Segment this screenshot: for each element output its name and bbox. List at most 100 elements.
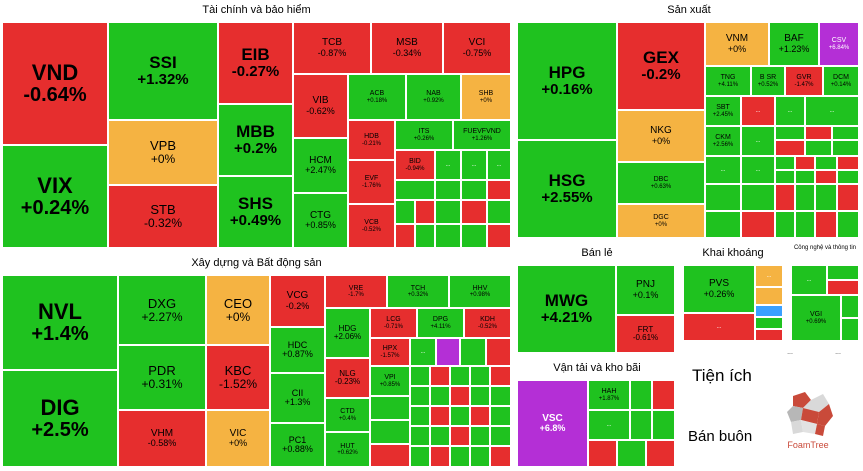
fin-mini[interactable] xyxy=(461,180,487,200)
tile-tech-more-1[interactable]: ... xyxy=(791,265,827,295)
cons-mini[interactable] xyxy=(430,446,450,467)
cons-mini[interactable] xyxy=(370,444,410,467)
prod-mini[interactable] xyxy=(832,126,859,140)
tile-fuevfvnd[interactable]: FUEVFVND +1.26% xyxy=(453,120,511,150)
prod-mini[interactable] xyxy=(741,184,775,211)
cons-mini[interactable] xyxy=(450,446,470,467)
transport-mini[interactable] xyxy=(588,440,617,467)
tile-vhm[interactable]: VHM -0.58% xyxy=(118,410,206,467)
tile-fin-more-2[interactable]: ... xyxy=(461,150,487,180)
fin-mini[interactable] xyxy=(461,224,487,248)
tile-nab[interactable]: NAB +0.92% xyxy=(406,74,461,120)
tile-lcg[interactable]: LCG -0.71% xyxy=(370,308,417,338)
cons-mini[interactable] xyxy=(450,366,470,386)
cons-mini[interactable] xyxy=(490,446,511,467)
cons-mini[interactable] xyxy=(470,406,490,426)
prod-mini[interactable] xyxy=(795,156,815,170)
tile-pdr[interactable]: PDR +0.31% xyxy=(118,345,206,410)
cons-mini[interactable] xyxy=(490,406,511,426)
fin-mini[interactable] xyxy=(415,224,435,248)
tile-hpg[interactable]: HPG +0.16% xyxy=(517,22,617,140)
tile-vnm[interactable]: VNM +0% xyxy=(705,22,769,66)
tile-fin-more-3[interactable]: ... xyxy=(487,150,511,180)
tile-ctd[interactable]: CTD +0.4% xyxy=(325,398,370,432)
tile-vgi[interactable]: VGI +0.69% xyxy=(791,295,841,341)
cons-mini[interactable] xyxy=(470,426,490,446)
prod-mini[interactable] xyxy=(837,170,859,184)
fin-mini[interactable] xyxy=(487,200,511,224)
tile-tch[interactable]: TCH +0.32% xyxy=(387,275,449,308)
tile-fin-more-1[interactable]: ... xyxy=(435,150,461,180)
fin-mini[interactable] xyxy=(461,200,487,224)
tile-dpg[interactable]: DPG +4.11% xyxy=(417,308,464,338)
tile-cii[interactable]: CII +1.3% xyxy=(270,373,325,423)
prod-mini[interactable] xyxy=(837,184,859,211)
tech-mini[interactable] xyxy=(827,265,859,280)
prod-mini[interactable] xyxy=(815,211,837,238)
tile-bid[interactable]: BID -0.94% xyxy=(395,150,435,180)
tile-frt[interactable]: FRT -0.61% xyxy=(616,315,675,353)
transport-mini[interactable] xyxy=(652,380,675,410)
prod-mini[interactable] xyxy=(775,184,795,211)
fin-mini[interactable] xyxy=(435,180,461,200)
tile-tng[interactable]: TNG +4.11% xyxy=(705,66,751,96)
transport-mini[interactable] xyxy=(617,440,646,467)
tile-ckm[interactable]: CKM +2.56% xyxy=(705,126,741,156)
prod-mini[interactable] xyxy=(705,184,741,211)
tile-dxg[interactable]: DXG +2.27% xyxy=(118,275,206,345)
tile-nkg[interactable]: NKG +0% xyxy=(617,110,705,162)
tile-dcm[interactable]: DCM +0.14% xyxy=(823,66,859,96)
tile-vcb[interactable]: VCB -0.52% xyxy=(348,204,395,248)
cons-mini[interactable] xyxy=(410,426,430,446)
tile-hdg[interactable]: HDG +2.06% xyxy=(325,308,370,358)
tile-gex[interactable]: GEX -0.2% xyxy=(617,22,705,110)
fin-mini[interactable] xyxy=(435,200,461,224)
prod-mini[interactable] xyxy=(815,170,837,184)
transport-mini[interactable] xyxy=(630,410,652,440)
prod-mini[interactable] xyxy=(837,156,859,170)
prod-mini[interactable] xyxy=(805,126,832,140)
tile-evf[interactable]: EVF -1.76% xyxy=(348,160,395,204)
tile-vci[interactable]: VCI -0.75% xyxy=(443,22,511,74)
fin-mini[interactable] xyxy=(395,200,415,224)
prod-mini[interactable] xyxy=(775,211,795,238)
tile-nlg[interactable]: NLG -0.23% xyxy=(325,358,370,398)
tile-stb[interactable]: STB -0.32% xyxy=(108,185,218,248)
tile-gvr[interactable]: GVR -1.47% xyxy=(785,66,823,96)
tile-shs[interactable]: SHS +0.49% xyxy=(218,176,293,248)
cons-mini[interactable] xyxy=(430,386,450,406)
fin-mini[interactable] xyxy=(395,180,435,200)
tile-its[interactable]: ITS +0.26% xyxy=(395,120,453,150)
tile-vib[interactable]: VIB -0.62% xyxy=(293,74,348,138)
cons-mini[interactable] xyxy=(460,338,486,366)
tile-acb[interactable]: ACB +0.18% xyxy=(348,74,406,120)
prod-mini[interactable] xyxy=(795,184,815,211)
prod-mini[interactable] xyxy=(805,140,832,156)
section-title-wholesale[interactable]: Bán buôn xyxy=(688,428,753,445)
fin-mini[interactable] xyxy=(415,200,435,224)
tile-shb[interactable]: SHB +0% xyxy=(461,74,511,120)
tile-kbc[interactable]: KBC -1.52% xyxy=(206,345,270,410)
cons-mini[interactable] xyxy=(430,426,450,446)
cons-mini[interactable] xyxy=(490,386,511,406)
tile-dig[interactable]: DIG +2.5% xyxy=(2,370,118,467)
cons-mini[interactable] xyxy=(430,406,450,426)
fin-mini[interactable] xyxy=(435,224,461,248)
cons-mini[interactable] xyxy=(470,366,490,386)
tile-ceo[interactable]: CEO +0% xyxy=(206,275,270,345)
tile-kdh[interactable]: KDH -0.52% xyxy=(464,308,511,338)
tech-mini[interactable] xyxy=(841,318,859,341)
prod-mini[interactable] xyxy=(795,211,815,238)
tile-hah[interactable]: HAH +1.87% xyxy=(588,380,630,410)
tile-vsc[interactable]: VSC +6.8% xyxy=(517,380,588,467)
tile-mining-more-2[interactable]: ... xyxy=(755,265,783,287)
tile-prod-more-3[interactable]: ... xyxy=(805,96,859,126)
fin-mini[interactable] xyxy=(395,224,415,248)
tile-pc1[interactable]: PC1 +0.88% xyxy=(270,423,325,467)
cons-mini[interactable] xyxy=(410,446,430,467)
tile-hsg[interactable]: HSG +2.55% xyxy=(517,140,617,238)
cons-mini[interactable] xyxy=(450,426,470,446)
tile-vpb[interactable]: VPB +0% xyxy=(108,120,218,185)
cons-mini[interactable] xyxy=(486,338,511,366)
cons-mini[interactable] xyxy=(450,386,470,406)
